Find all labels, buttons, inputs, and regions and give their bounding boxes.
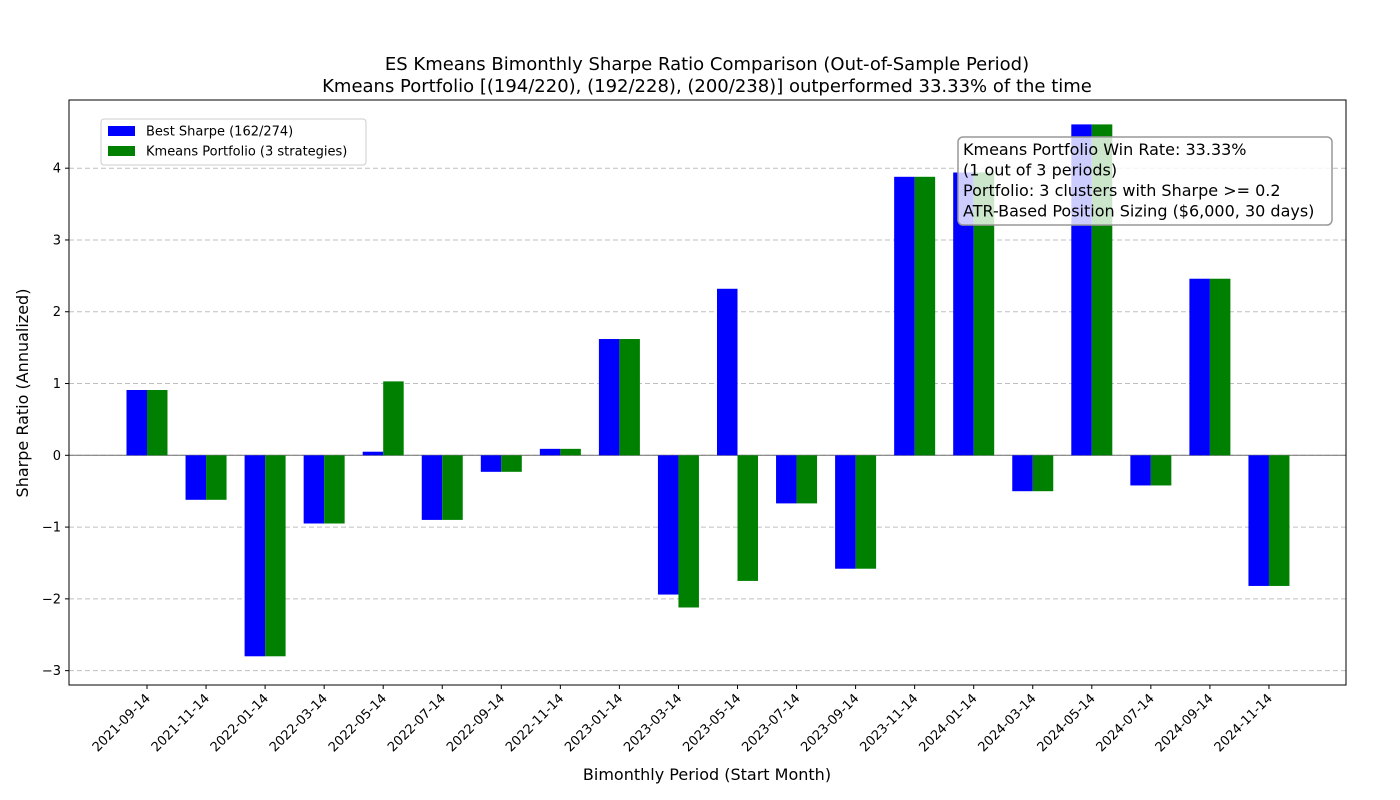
x-tick-label: 2022-05-14	[326, 691, 390, 755]
annotation-line: (1 out of 3 periods)	[963, 161, 1117, 180]
chart-title: ES Kmeans Bimonthly Sharpe Ratio Compari…	[385, 54, 1029, 75]
bar-best-sharpe	[776, 455, 797, 504]
bar-best-sharpe	[480, 455, 502, 472]
annotation-line: Kmeans Portfolio Win Rate: 33.33%	[963, 140, 1247, 159]
bar-kmeans-portfolio	[1209, 278, 1231, 456]
bar-kmeans-portfolio	[1150, 455, 1172, 486]
bar-best-sharpe	[1248, 455, 1269, 586]
bar-kmeans-portfolio	[265, 455, 286, 657]
bar-best-sharpe	[1130, 455, 1151, 486]
x-axis: 2021-09-142021-11-142022-01-142022-03-14…	[90, 685, 1276, 755]
bar-best-sharpe	[1012, 455, 1033, 492]
win-rate-annotation: Kmeans Portfolio Win Rate: 33.33% (1 out …	[957, 136, 1333, 226]
bar-kmeans-portfolio	[383, 381, 404, 456]
x-tick-label: 2021-09-14	[90, 691, 154, 755]
bar-kmeans-portfolio	[855, 455, 877, 569]
bar-kmeans-portfolio	[1268, 455, 1290, 586]
bars-group	[126, 124, 1290, 657]
bar-kmeans-portfolio	[442, 455, 463, 520]
bar-kmeans-portfolio	[737, 455, 758, 581]
bar-best-sharpe	[717, 288, 738, 456]
y-axis: −3 −2 −1 0 1 2 3 4	[42, 162, 69, 679]
chart-subtitle: Kmeans Portfolio [(194/220), (192/228), …	[322, 76, 1092, 97]
legend-box	[100, 118, 367, 166]
annotation-line: Portfolio: 3 clusters with Sharpe >= 0.2	[963, 181, 1281, 200]
bar-best-sharpe	[244, 455, 266, 657]
y-tick-label: 0	[53, 449, 61, 464]
x-axis-label: Bimonthly Period (Start Month)	[583, 765, 831, 784]
bar-kmeans-portfolio	[501, 455, 522, 472]
x-tick-label: 2023-07-14	[739, 691, 803, 755]
x-tick-label: 2023-05-14	[680, 691, 744, 755]
bar-kmeans-portfolio	[796, 455, 818, 504]
bar-kmeans-portfolio	[206, 455, 227, 500]
x-tick-label: 2022-09-14	[444, 691, 508, 755]
bar-best-sharpe	[894, 176, 915, 456]
bar-kmeans-portfolio	[619, 339, 640, 456]
x-tick-label: 2024-01-14	[916, 691, 980, 755]
bar-kmeans-portfolio	[324, 455, 345, 524]
x-tick-label: 2022-01-14	[208, 691, 272, 755]
x-tick-label: 2023-03-14	[621, 691, 685, 755]
y-tick-label: −2	[42, 592, 61, 607]
legend-swatch	[108, 146, 135, 156]
legend-swatch	[108, 126, 135, 136]
annotation-box	[957, 136, 1333, 226]
x-tick-label: 2022-11-14	[503, 691, 567, 755]
x-tick-label: 2024-05-14	[1035, 691, 1099, 755]
y-axis-label: Sharpe Ratio (Annualized)	[13, 289, 32, 498]
x-tick-label: 2023-11-14	[857, 691, 921, 755]
bar-kmeans-portfolio	[914, 176, 936, 456]
y-tick-label: 1	[53, 377, 61, 392]
x-tick-label: 2023-01-14	[562, 691, 626, 755]
x-tick-label: 2022-07-14	[385, 691, 449, 755]
y-tick-label: −1	[42, 521, 61, 536]
bar-best-sharpe	[303, 455, 325, 524]
annotation-line: ATR-Based Position Sizing ($6,000, 30 da…	[963, 202, 1314, 221]
bar-best-sharpe	[126, 389, 147, 456]
x-tick-label: 2022-03-14	[267, 691, 331, 755]
legend-label: Kmeans Portfolio (3 strategies)	[146, 145, 347, 160]
bar-best-sharpe	[362, 451, 384, 456]
bar-kmeans-portfolio	[147, 389, 168, 456]
bar-kmeans-portfolio	[560, 448, 581, 456]
y-tick-label: 2	[53, 305, 61, 320]
bar-kmeans-portfolio	[678, 455, 699, 608]
bar-best-sharpe	[539, 448, 561, 456]
bar-best-sharpe	[953, 172, 974, 456]
x-tick-label: 2024-11-14	[1212, 691, 1276, 755]
y-tick-label: 3	[53, 233, 61, 248]
x-tick-label: 2023-09-14	[798, 691, 862, 755]
bar-best-sharpe	[835, 455, 856, 569]
plot-frame	[68, 99, 1347, 686]
bar-best-sharpe	[185, 455, 207, 500]
legend: Best Sharpe (162/274) Kmeans Portfolio (3…	[100, 118, 367, 166]
legend-label: Best Sharpe (162/274)	[146, 125, 293, 140]
y-tick-label: −3	[42, 664, 61, 679]
bar-kmeans-portfolio	[973, 172, 995, 456]
bar-best-sharpe	[657, 455, 679, 595]
bar-best-sharpe	[598, 339, 620, 456]
x-tick-label: 2021-11-14	[149, 691, 213, 755]
bar-best-sharpe	[421, 455, 443, 520]
x-tick-label: 2024-09-14	[1153, 691, 1217, 755]
x-tick-label: 2024-03-14	[976, 691, 1040, 755]
x-tick-label: 2024-07-14	[1094, 691, 1158, 755]
y-tick-label: 4	[53, 162, 61, 177]
bar-best-sharpe	[1189, 278, 1210, 456]
bar-kmeans-portfolio	[1032, 455, 1054, 492]
